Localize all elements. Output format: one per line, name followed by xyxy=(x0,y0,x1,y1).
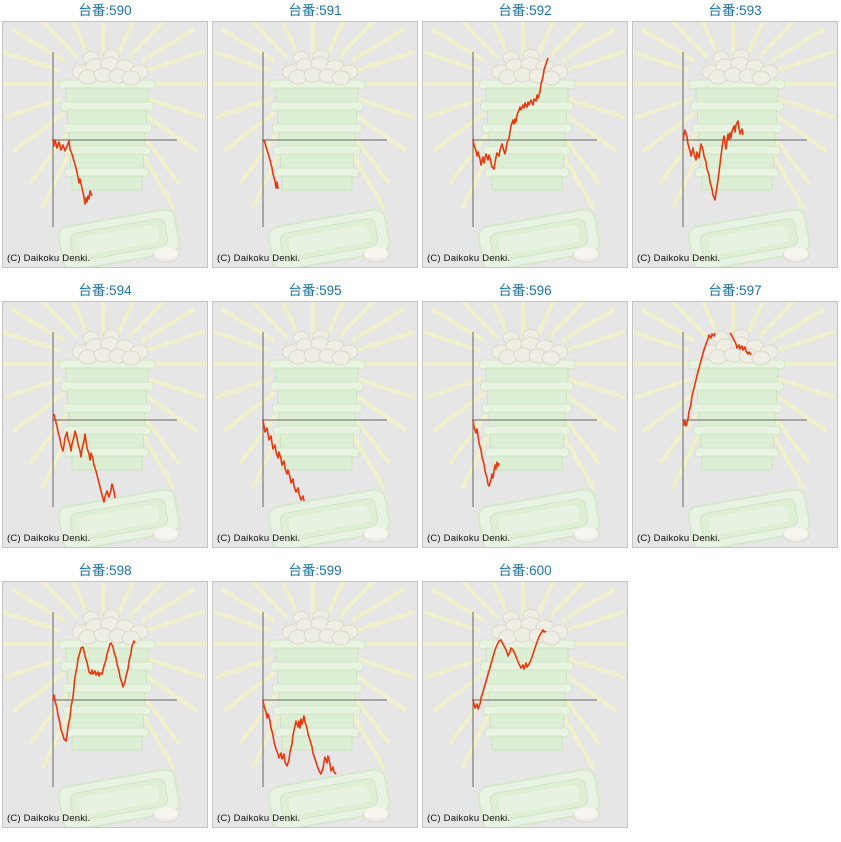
machine-tile: 台番:594 (C) Daikoku Denki. xyxy=(2,280,208,548)
machine-title-link[interactable]: 台番:597 xyxy=(708,283,762,298)
machine-title-link[interactable]: 台番:595 xyxy=(288,283,342,298)
slump-chart: (C) Daikoku Denki. xyxy=(2,301,208,548)
machine-tile: 台番:593 (C) Daikoku Denki. xyxy=(632,0,838,268)
copyright-label: (C) Daikoku Denki. xyxy=(427,813,511,824)
slump-graph-svg xyxy=(213,302,417,547)
machine-tile: 台番:592 (C) Daikoku Denki. xyxy=(422,0,628,268)
pachinko-watermark xyxy=(3,582,207,827)
machine-tile: 台番:590 (C) Daikoku Denki. xyxy=(2,0,208,268)
slump-graph-svg xyxy=(423,302,627,547)
machine-title-link[interactable]: 台番:596 xyxy=(498,283,552,298)
machine-title-link[interactable]: 台番:599 xyxy=(288,563,342,578)
machine-title-link[interactable]: 台番:598 xyxy=(78,563,132,578)
slump-chart: (C) Daikoku Denki. xyxy=(212,581,418,828)
slump-line xyxy=(682,332,716,427)
machine-tile: 台番:595 (C) Daikoku Denki. xyxy=(212,280,418,548)
pachinko-watermark xyxy=(213,582,417,827)
pachinko-watermark xyxy=(213,22,417,267)
copyright-label: (C) Daikoku Denki. xyxy=(427,533,511,544)
pachinko-watermark xyxy=(423,22,627,267)
copyright-label: (C) Daikoku Denki. xyxy=(427,253,511,264)
slump-chart: (C) Daikoku Denki. xyxy=(2,21,208,268)
slump-graph-svg xyxy=(3,582,207,827)
slump-chart: (C) Daikoku Denki. xyxy=(632,301,838,548)
pachinko-watermark xyxy=(3,22,207,267)
machine-title-link[interactable]: 台番:591 xyxy=(288,3,342,18)
slump-graph-svg xyxy=(213,22,417,267)
slump-line xyxy=(472,57,549,170)
machine-title-link[interactable]: 台番:592 xyxy=(498,3,552,18)
machine-tile: 台番:600 (C) Daikoku Denki. xyxy=(422,560,628,828)
slump-line xyxy=(472,629,547,710)
slump-line xyxy=(52,139,93,205)
slump-chart: (C) Daikoku Denki. xyxy=(632,21,838,268)
copyright-label: (C) Daikoku Denki. xyxy=(7,253,91,264)
machine-title-link[interactable]: 台番:590 xyxy=(78,3,132,18)
copyright-label: (C) Daikoku Denki. xyxy=(217,813,301,824)
pachinko-watermark xyxy=(213,302,417,547)
slump-graph-svg xyxy=(423,582,627,827)
slump-graph-svg xyxy=(633,22,837,267)
slump-line xyxy=(729,332,752,356)
slump-chart: (C) Daikoku Denki. xyxy=(422,581,628,828)
pachinko-watermark xyxy=(3,302,207,547)
slump-line xyxy=(53,413,116,503)
slump-graph-svg xyxy=(3,22,207,267)
pachinko-watermark xyxy=(633,22,837,267)
machine-title-link[interactable]: 台番:593 xyxy=(708,3,762,18)
pachinko-watermark xyxy=(423,582,627,827)
machine-tile: 台番:599 (C) Daikoku Denki. xyxy=(212,560,418,828)
copyright-label: (C) Daikoku Denki. xyxy=(637,253,721,264)
copyright-label: (C) Daikoku Denki. xyxy=(217,253,301,264)
machine-tile: 台番:596 (C) Daikoku Denki. xyxy=(422,280,628,548)
copyright-label: (C) Daikoku Denki. xyxy=(7,813,91,824)
slump-line xyxy=(262,419,305,502)
slump-line xyxy=(262,699,337,775)
pachinko-watermark xyxy=(633,302,837,547)
slump-line xyxy=(472,419,500,487)
slump-graph-svg xyxy=(423,22,627,267)
machine-tile: 台番:598 (C) Daikoku Denki. xyxy=(2,560,208,828)
copyright-label: (C) Daikoku Denki. xyxy=(7,533,91,544)
slump-chart: (C) Daikoku Denki. xyxy=(2,581,208,828)
copyright-label: (C) Daikoku Denki. xyxy=(217,533,301,544)
pachinko-watermark xyxy=(423,302,627,547)
slump-chart: (C) Daikoku Denki. xyxy=(422,21,628,268)
slump-chart: (C) Daikoku Denki. xyxy=(212,301,418,548)
slump-line xyxy=(263,139,279,190)
machine-tile: 台番:591 (C) Daikoku Denki. xyxy=(212,0,418,268)
slump-graph-svg xyxy=(213,582,417,827)
machine-title-link[interactable]: 台番:594 xyxy=(78,283,132,298)
slump-graph-svg xyxy=(633,302,837,547)
slump-chart: (C) Daikoku Denki. xyxy=(212,21,418,268)
slump-chart: (C) Daikoku Denki. xyxy=(422,301,628,548)
machine-title-link[interactable]: 台番:600 xyxy=(498,563,552,578)
slump-line xyxy=(52,640,136,742)
machine-tile: 台番:597 (C) Daikoku Denki. xyxy=(632,280,838,548)
slump-line xyxy=(682,120,744,201)
slump-graph-svg xyxy=(3,302,207,547)
copyright-label: (C) Daikoku Denki. xyxy=(637,533,721,544)
